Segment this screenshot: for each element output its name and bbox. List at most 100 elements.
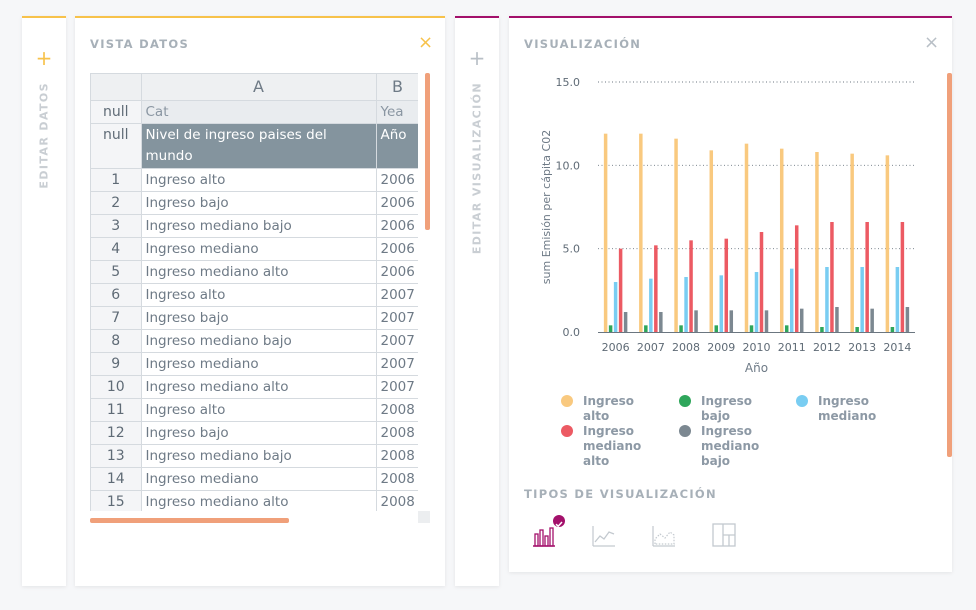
legend-swatch: [796, 395, 808, 407]
cell-category[interactable]: Ingreso mediano: [141, 467, 377, 491]
row-number[interactable]: 2: [91, 191, 142, 215]
cell-year[interactable]: 2006: [376, 191, 418, 215]
cell-category[interactable]: Ingreso alto: [141, 168, 377, 192]
table-row: 15 Ingreso mediano alto 2008: [91, 490, 418, 511]
table-row: 4 Ingreso mediano 2006: [91, 237, 418, 261]
row-number[interactable]: 14: [91, 467, 142, 491]
legend-swatch: [561, 395, 573, 407]
key-cell-year[interactable]: Yea: [376, 100, 418, 124]
cell-category[interactable]: Ingreso mediano bajo: [141, 444, 377, 468]
cell-category[interactable]: Ingreso mediano alto: [141, 490, 377, 511]
title-cell-category[interactable]: Nivel de ingreso paises del mundo: [141, 123, 377, 169]
table-row: 12 Ingreso bajo 2008: [91, 421, 418, 445]
cell-year[interactable]: 2008: [376, 490, 418, 511]
title-row: null Nivel de ingreso paises del mundo A…: [91, 123, 418, 169]
visualization-title: VISUALIZACIÓN: [524, 37, 642, 51]
scroll-corner: [418, 511, 430, 523]
row-number[interactable]: 5: [91, 260, 142, 284]
cell-year[interactable]: 2008: [376, 421, 418, 445]
key-row: null Cat Yea: [91, 100, 418, 124]
column-header-b[interactable]: B: [376, 74, 418, 101]
cell-category[interactable]: Ingreso alto: [141, 283, 377, 307]
cell-year[interactable]: 2008: [376, 467, 418, 491]
visualization-scrollbar[interactable]: [947, 73, 952, 457]
table-row: 6 Ingreso alto 2007: [91, 283, 418, 307]
cell-year[interactable]: 2006: [376, 214, 418, 238]
row-header-null[interactable]: null: [91, 100, 142, 124]
table-row: 7 Ingreso bajo 2007: [91, 306, 418, 330]
legend-label: Ingreso bajo: [701, 394, 753, 423]
close-visualization-icon[interactable]: ×: [924, 32, 940, 53]
row-number[interactable]: 4: [91, 237, 142, 261]
data-grid[interactable]: A B null Cat Yea null Nivel de ingreso p…: [90, 73, 418, 511]
key-cell-cat[interactable]: Cat: [141, 100, 377, 124]
cell-year[interactable]: 2007: [376, 375, 418, 399]
legend-swatch: [561, 425, 573, 437]
visualization-panel: [509, 16, 952, 572]
data-horizontal-scrollbar[interactable]: [90, 518, 289, 523]
data-vertical-scrollbar[interactable]: [425, 73, 430, 230]
cell-category[interactable]: Ingreso mediano: [141, 352, 377, 376]
data-view-title: VISTA DATOS: [90, 37, 190, 51]
legend-label: Ingreso mediano: [818, 394, 877, 423]
row-number[interactable]: 13: [91, 444, 142, 468]
table-row: 1 Ingreso alto 2006: [91, 168, 418, 192]
row-number[interactable]: 15: [91, 490, 142, 511]
cell-year[interactable]: 2006: [376, 168, 418, 192]
legend-label: Ingreso mediano alto: [583, 424, 642, 468]
edit-data-strip[interactable]: + EDITAR DATOS: [22, 16, 66, 586]
table-row: 11 Ingreso alto 2008: [91, 398, 418, 422]
legend-swatch: [679, 395, 691, 407]
row-number[interactable]: 8: [91, 329, 142, 353]
row-number[interactable]: 7: [91, 306, 142, 330]
cell-category[interactable]: Ingreso bajo: [141, 191, 377, 215]
title-cell-year[interactable]: Año: [376, 123, 418, 169]
table-row: 3 Ingreso mediano bajo 2006: [91, 214, 418, 238]
cell-year[interactable]: 2007: [376, 352, 418, 376]
cell-category[interactable]: Ingreso bajo: [141, 306, 377, 330]
cell-year[interactable]: 2006: [376, 260, 418, 284]
row-number[interactable]: 12: [91, 421, 142, 445]
row-header-null[interactable]: null: [91, 123, 142, 169]
cell-year[interactable]: 2007: [376, 283, 418, 307]
visualization-types-title: TIPOS DE VISUALIZACIÓN: [524, 487, 717, 501]
cell-category[interactable]: Ingreso mediano: [141, 237, 377, 261]
row-number[interactable]: 9: [91, 352, 142, 376]
cell-year[interactable]: 2006: [376, 237, 418, 261]
selected-check-icon: [553, 515, 565, 528]
table-row: 5 Ingreso mediano alto 2006: [91, 260, 418, 284]
row-number[interactable]: 6: [91, 283, 142, 307]
bar-chart-icon[interactable]: [531, 522, 557, 548]
row-number[interactable]: 11: [91, 398, 142, 422]
cell-year[interactable]: 2007: [376, 329, 418, 353]
line-chart-icon[interactable]: [591, 522, 617, 548]
cell-year[interactable]: 2008: [376, 398, 418, 422]
add-visualization-icon[interactable]: +: [468, 46, 486, 70]
legend-label: Ingreso alto: [583, 394, 635, 423]
add-data-icon[interactable]: +: [35, 46, 53, 70]
table-row: 10 Ingreso mediano alto 2007: [91, 375, 418, 399]
edit-visualization-label[interactable]: EDITAR VISUALIZACIÓN: [470, 82, 484, 255]
cell-year[interactable]: 2007: [376, 306, 418, 330]
table-row: 2 Ingreso bajo 2006: [91, 191, 418, 215]
cell-year[interactable]: 2008: [376, 444, 418, 468]
cell-category[interactable]: Ingreso mediano alto: [141, 260, 377, 284]
row-number[interactable]: 1: [91, 168, 142, 192]
legend-swatch: [679, 425, 691, 437]
cell-category[interactable]: Ingreso alto: [141, 398, 377, 422]
row-number[interactable]: 10: [91, 375, 142, 399]
treemap-icon[interactable]: [711, 522, 737, 548]
cell-category[interactable]: Ingreso mediano bajo: [141, 214, 377, 238]
column-header-a[interactable]: A: [141, 74, 377, 101]
grid-corner[interactable]: [91, 74, 142, 101]
cell-category[interactable]: Ingreso mediano bajo: [141, 329, 377, 353]
close-data-view-icon[interactable]: ×: [418, 32, 434, 53]
legend-label: Ingreso mediano bajo: [701, 424, 760, 468]
edit-visualization-strip[interactable]: + EDITAR VISUALIZACIÓN: [455, 16, 499, 586]
cell-category[interactable]: Ingreso mediano alto: [141, 375, 377, 399]
area-chart-icon[interactable]: [651, 522, 677, 548]
cell-category[interactable]: Ingreso bajo: [141, 421, 377, 445]
edit-data-label[interactable]: EDITAR DATOS: [37, 82, 51, 189]
table-row: 14 Ingreso mediano 2008: [91, 467, 418, 491]
row-number[interactable]: 3: [91, 214, 142, 238]
